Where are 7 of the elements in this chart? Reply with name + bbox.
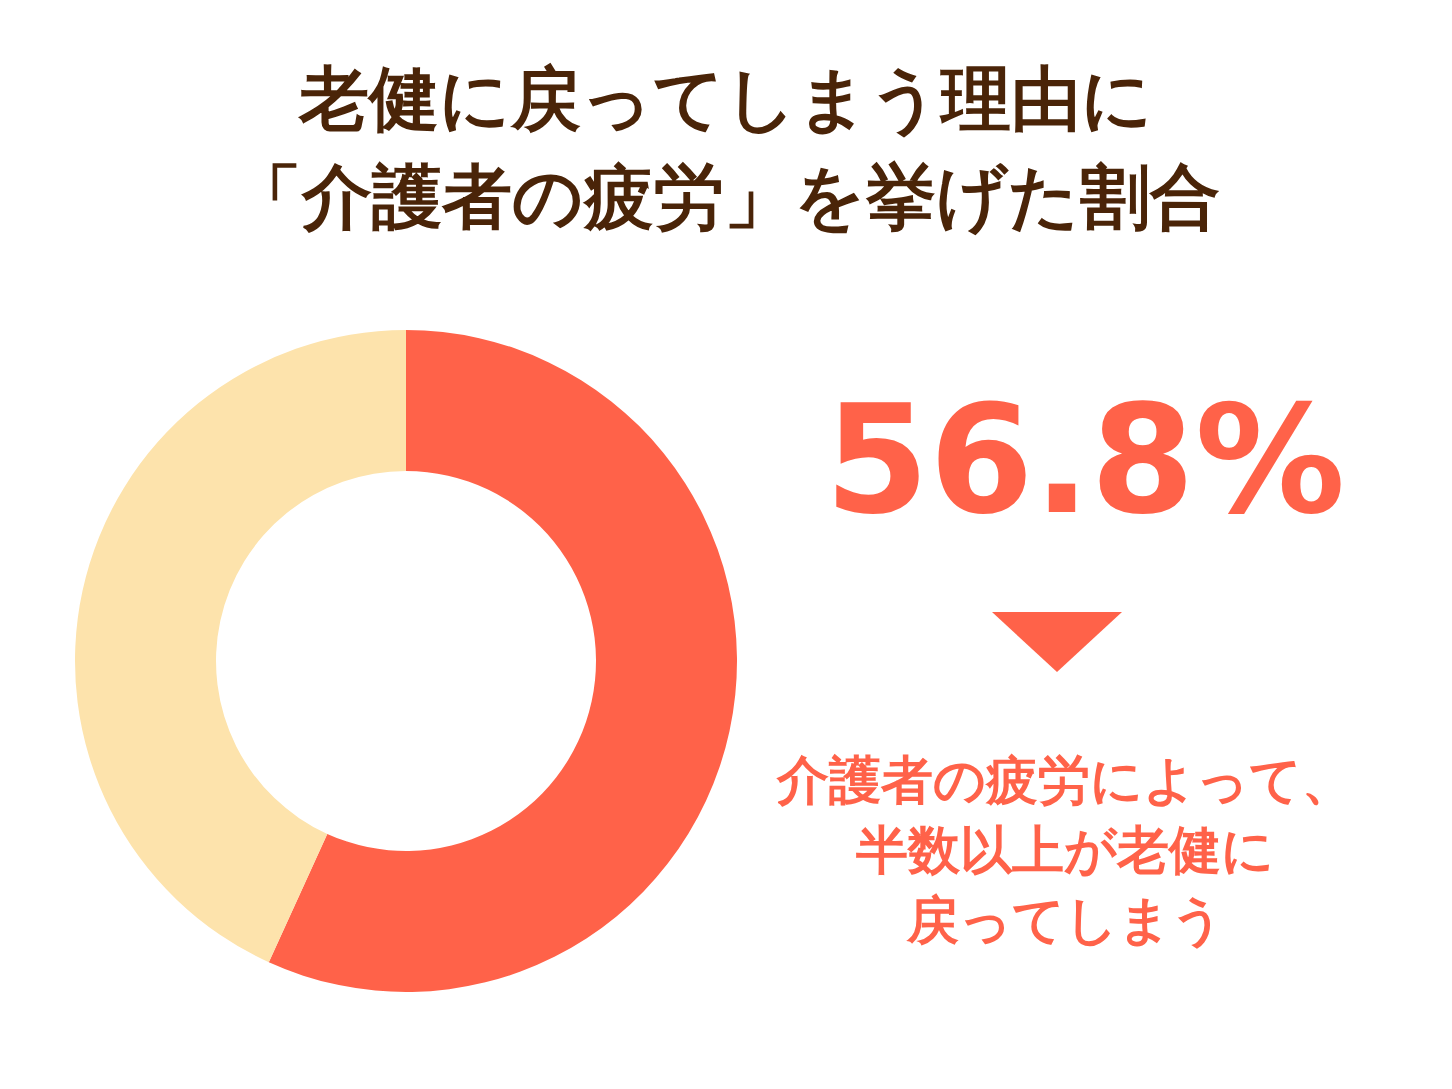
donut-slice — [268, 330, 737, 992]
donut-slice — [75, 330, 406, 963]
text: 56.8% — [823, 372, 1347, 549]
text: 介護者の疲労によって、 — [775, 749, 1355, 812]
chart-title: 老健に戻ってしまう理由に「介護者の疲労」を挙げた割合 — [231, 57, 1221, 240]
text: 半数以上が老健に — [855, 819, 1275, 882]
text: 戻ってしまう — [905, 889, 1225, 952]
